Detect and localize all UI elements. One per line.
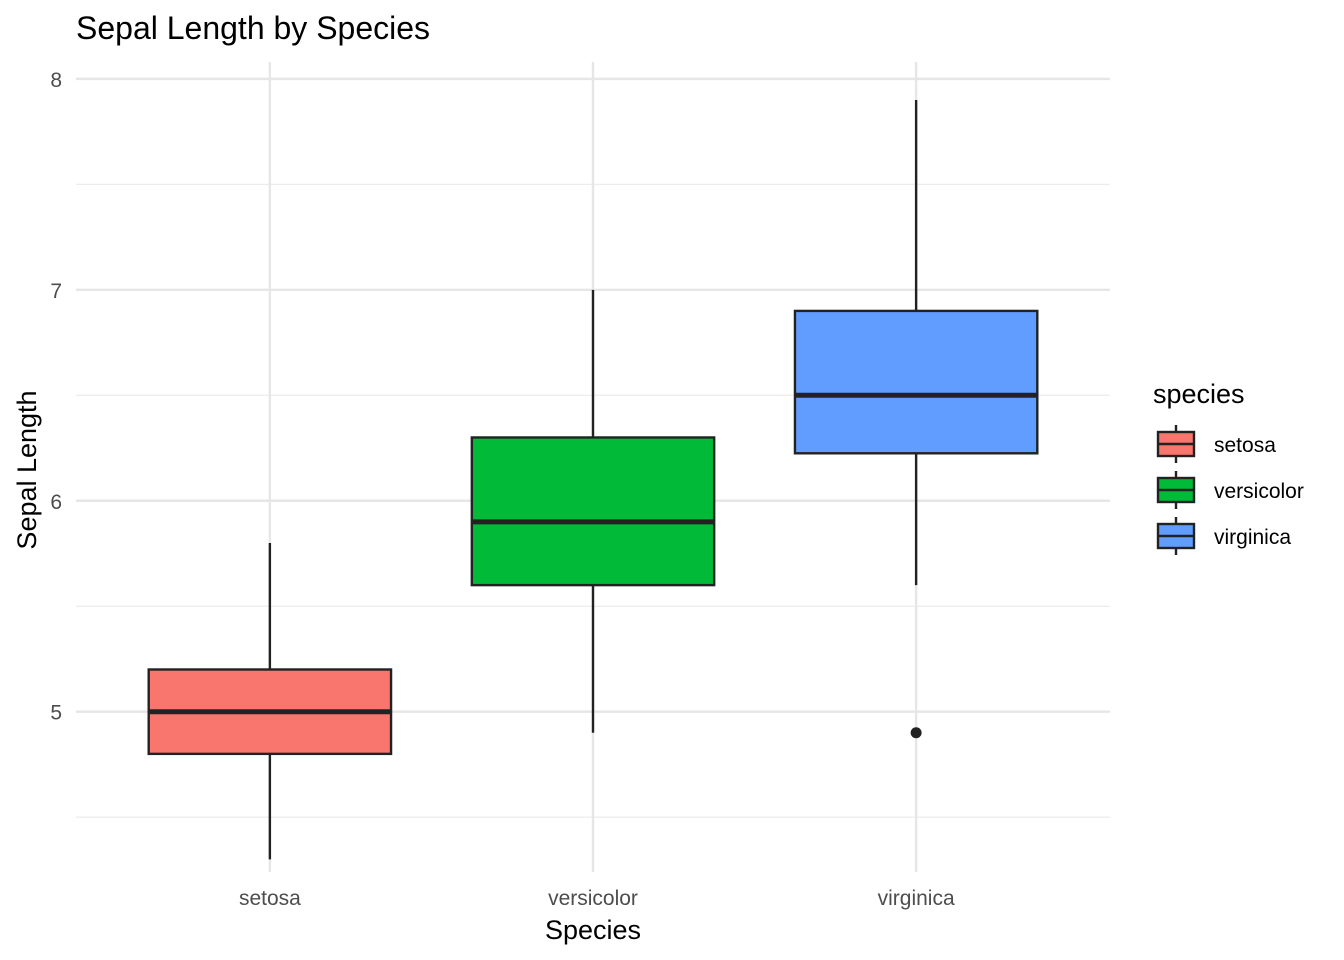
legend-item-virginica: virginica [1156, 517, 1291, 555]
chart-title: Sepal Length by Species [76, 10, 430, 46]
x-tick-label: virginica [878, 887, 955, 910]
legend-label: setosa [1214, 434, 1276, 457]
outlier-point [910, 727, 922, 739]
box-virginica [793, 99, 1039, 739]
y-tick-label: 6 [50, 491, 62, 514]
legend-label: virginica [1214, 526, 1291, 549]
y-tick-label: 8 [50, 69, 62, 92]
box-body [793, 309, 1039, 455]
legend-label: versicolor [1214, 480, 1304, 503]
legend-title: species [1153, 379, 1245, 409]
y-axis-ticks: 5 6 7 8 [50, 69, 62, 725]
x-tick-label: setosa [239, 887, 301, 910]
x-tick-label: versicolor [548, 887, 638, 910]
y-tick-label: 5 [50, 702, 62, 725]
y-axis-title: Sepal Length [12, 390, 42, 549]
legend-item-setosa: setosa [1156, 425, 1276, 463]
boxes [147, 99, 1039, 860]
box-setosa [147, 542, 393, 860]
x-axis-title: Species [545, 915, 641, 945]
box-body [470, 436, 716, 587]
legend-item-versicolor: versicolor [1156, 471, 1304, 509]
legend: species setosa versicolor virginica [1153, 379, 1304, 555]
x-axis-ticks: setosa versicolor virginica [239, 887, 955, 910]
box-versicolor [470, 289, 716, 733]
y-tick-label: 7 [50, 280, 62, 303]
